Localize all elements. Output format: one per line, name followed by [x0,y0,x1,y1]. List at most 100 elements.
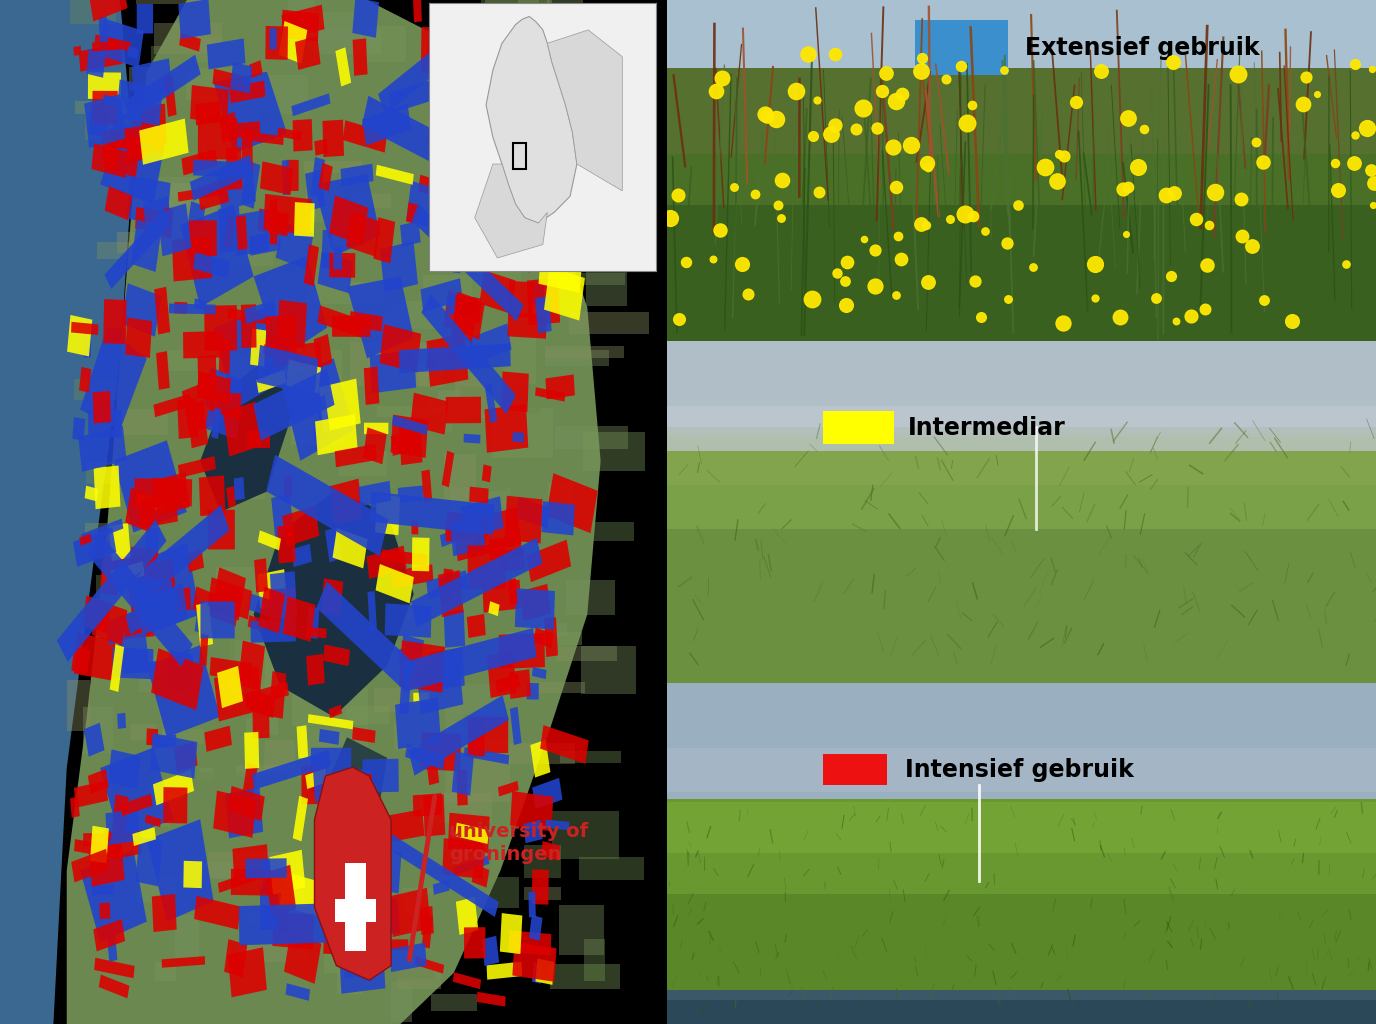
Bar [323,918,366,956]
Bar [85,523,158,535]
Bar [454,295,482,324]
Bar [406,181,440,229]
Bar [667,802,1376,1024]
Bar [516,497,550,528]
Bar [230,640,282,691]
Bar [399,435,413,452]
Polygon shape [80,328,147,430]
Bar [246,718,278,735]
Bar [184,412,198,455]
Bar [520,624,567,636]
Bar [464,748,509,765]
Bar [484,383,497,423]
Bar [442,451,454,487]
Bar [230,81,266,103]
Bar [78,426,127,472]
Bar [143,526,160,573]
Bar [155,351,169,390]
Bar [178,298,209,328]
Bar [219,112,238,143]
Bar [169,303,216,314]
Bar [389,943,427,972]
Bar [476,65,539,103]
Bar [667,433,1376,484]
Bar [413,0,422,23]
Bar [209,657,252,682]
Bar [195,602,213,647]
Bar [294,202,315,237]
Bar [312,426,322,442]
Bar [329,253,355,278]
Bar [67,315,92,356]
Bar [471,774,487,795]
Bar [281,9,319,42]
Bar [212,408,222,439]
Bar [103,299,127,344]
Bar [198,178,230,210]
Bar [307,653,325,685]
Bar [198,768,213,781]
Bar [88,73,121,99]
Bar [334,898,377,922]
Bar [538,251,582,293]
Bar [70,0,116,25]
Bar [248,594,296,624]
Polygon shape [100,748,173,840]
Bar [482,215,498,252]
Bar [519,257,567,305]
Bar [117,232,193,253]
Bar [362,759,399,793]
Bar [260,162,293,196]
Bar [118,632,149,669]
Bar [482,206,520,249]
Bar [556,646,616,662]
Bar [307,283,384,304]
Bar [121,794,153,816]
Bar [512,559,583,575]
Bar [124,613,154,639]
Bar [443,290,484,340]
Bar [454,106,498,127]
Bar [549,965,621,988]
Bar [334,907,378,930]
Bar [411,520,418,535]
Bar [164,76,176,117]
Bar [524,239,550,272]
Bar [438,570,464,617]
Bar [519,44,531,68]
Bar [190,624,235,670]
Bar [92,885,114,896]
Bar [78,44,122,72]
Bar [363,813,377,824]
Bar [548,0,583,20]
Bar [135,478,168,508]
Bar [92,91,118,124]
Bar [319,729,340,744]
Bar [234,477,245,500]
Bar [244,732,259,769]
Bar [175,915,198,958]
Bar [541,841,560,860]
Bar [74,780,107,808]
Bar [823,412,894,443]
Bar [508,312,546,339]
Bar [667,427,1376,461]
Bar [411,204,523,322]
Bar [460,16,498,48]
Bar [300,11,363,46]
Bar [279,20,307,63]
Bar [172,237,212,282]
Bar [155,962,176,981]
Bar [466,614,486,638]
Bar [246,132,283,145]
Bar [453,511,484,561]
Bar [399,640,444,692]
Bar [487,146,512,187]
Bar [512,432,524,442]
Bar [292,544,312,567]
Bar [307,181,344,221]
Bar [94,920,125,951]
Bar [566,581,615,614]
Bar [667,799,1376,894]
Bar [351,769,373,803]
